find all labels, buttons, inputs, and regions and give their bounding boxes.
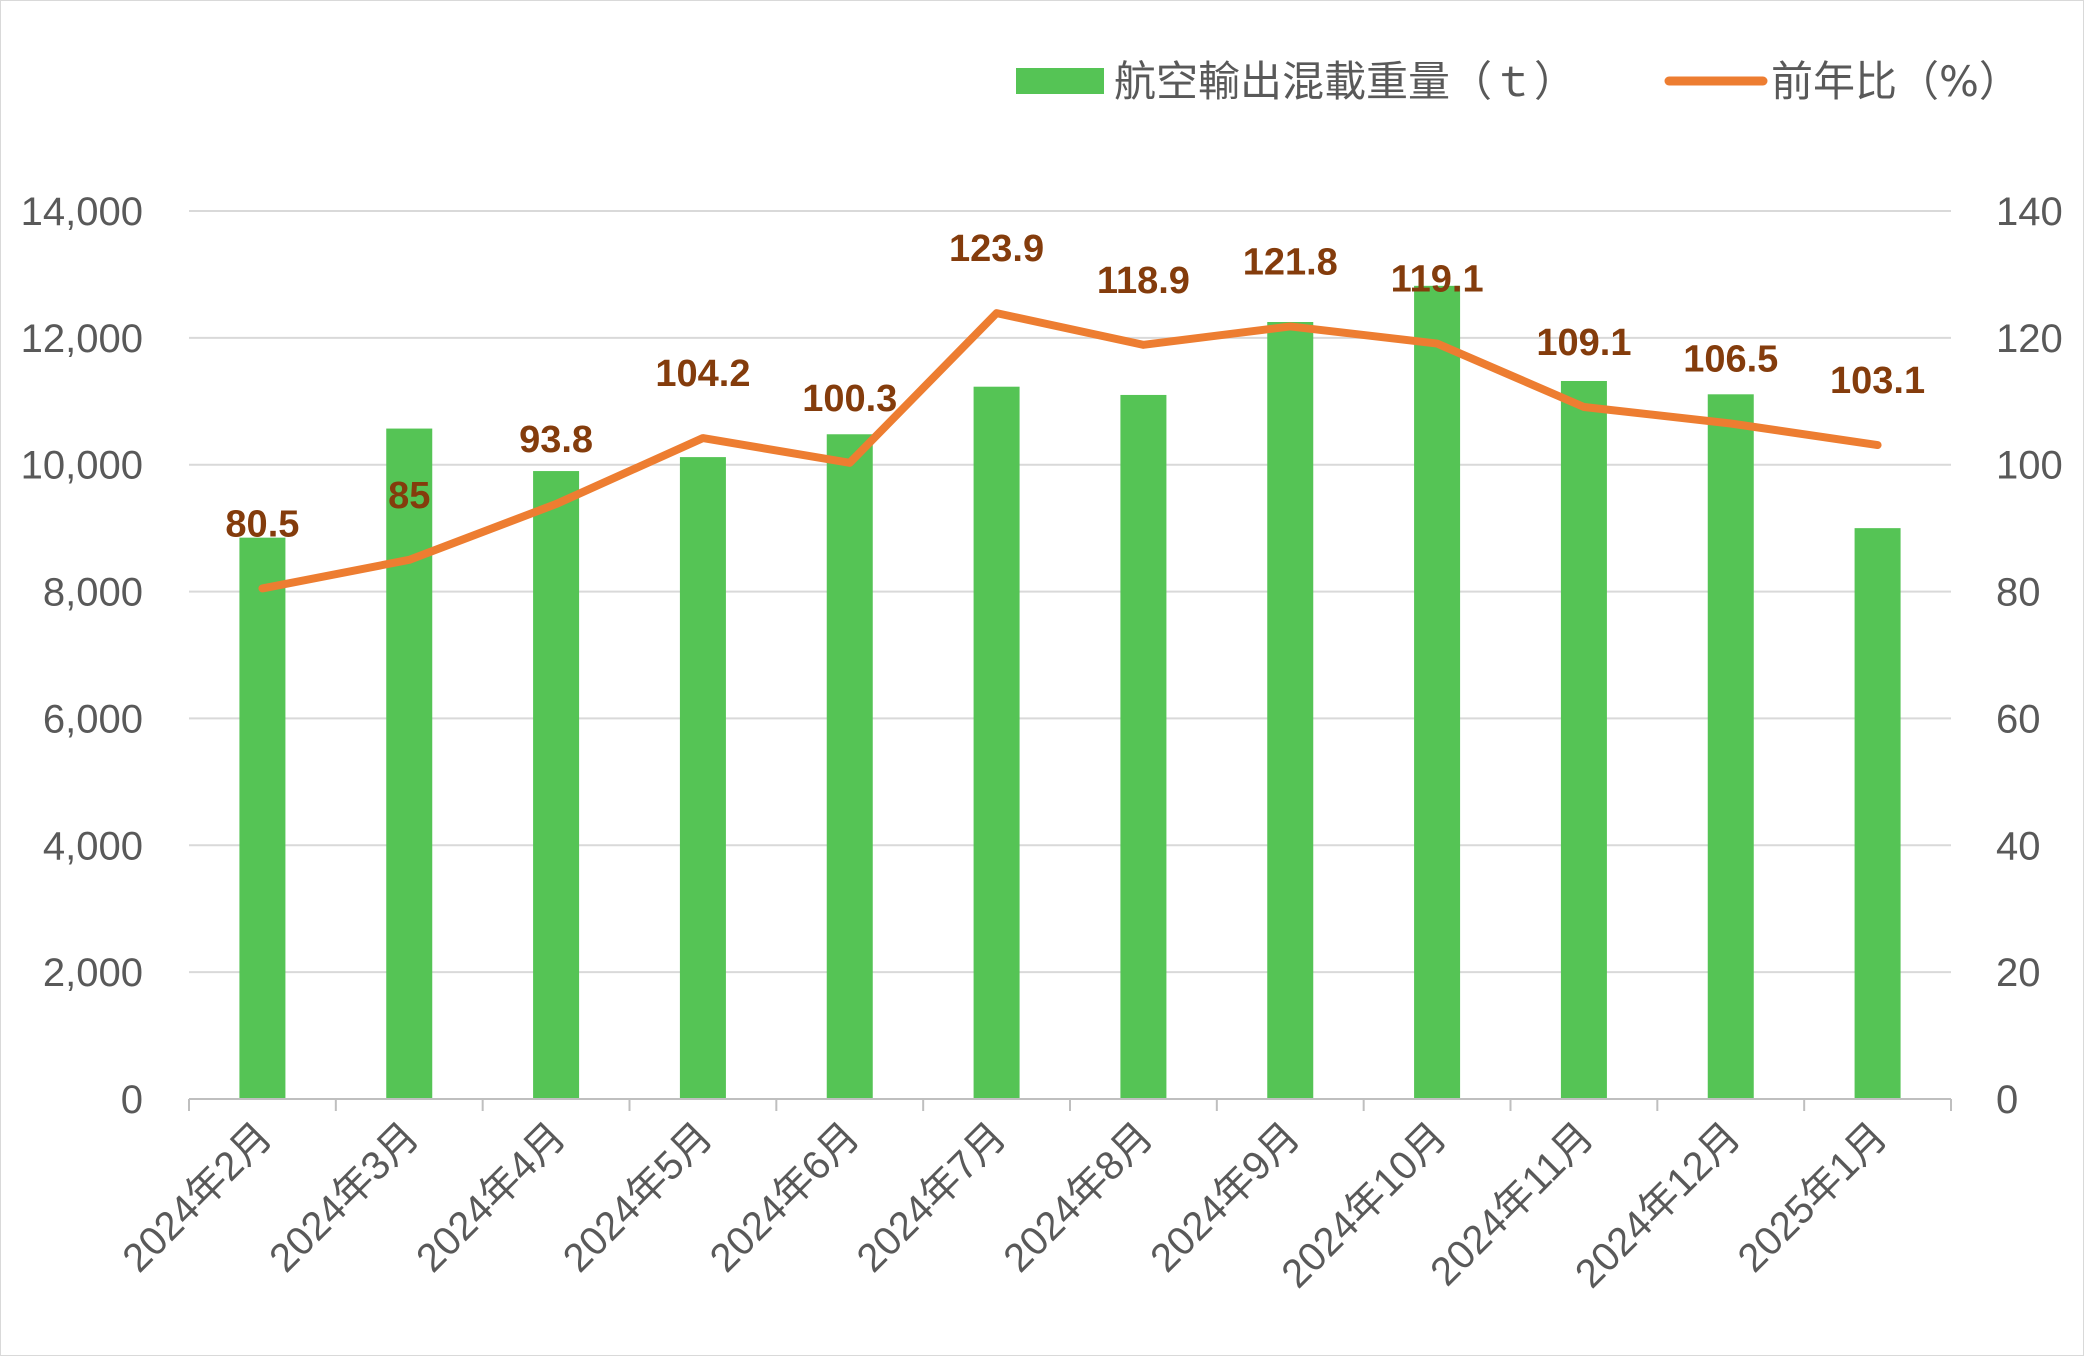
data-label: 100.3 xyxy=(802,378,897,420)
line-point xyxy=(406,556,413,563)
data-label: 123.9 xyxy=(949,228,1044,270)
data-label: 80.5 xyxy=(225,503,299,545)
y-left-tick-label: 10,000 xyxy=(21,444,143,488)
line-point xyxy=(993,310,1000,317)
y-left-tick-label: 2,000 xyxy=(43,951,143,995)
x-tick-label: 2024年6月 xyxy=(702,1114,868,1280)
bar xyxy=(1120,394,1167,1099)
line-point xyxy=(1580,403,1587,410)
bar xyxy=(1707,394,1754,1099)
data-label: 109.1 xyxy=(1536,322,1631,364)
data-label: 121.8 xyxy=(1243,241,1338,283)
line-point xyxy=(699,435,706,442)
data-label: 106.5 xyxy=(1683,338,1778,380)
x-tick-label: 2024年7月 xyxy=(849,1114,1015,1280)
bar xyxy=(1560,380,1607,1099)
y-left-tick-label: 0 xyxy=(121,1078,143,1122)
line-point xyxy=(1727,420,1734,427)
gridlines xyxy=(189,210,1951,974)
data-label: 119.1 xyxy=(1391,259,1484,301)
y-right-tick-label: 120 xyxy=(1996,317,2063,361)
y-right-tick-label: 80 xyxy=(1996,571,2041,615)
bar xyxy=(386,428,433,1099)
data-label: 118.9 xyxy=(1097,260,1190,302)
y-right-tick-label: 60 xyxy=(1996,697,2041,741)
x-tick-label: 2025年1月 xyxy=(1730,1114,1896,1280)
bar-series xyxy=(239,285,1901,1100)
y-left-tick-label: 14,000 xyxy=(21,190,143,234)
bar xyxy=(1854,528,1901,1099)
bar xyxy=(1267,322,1314,1099)
x-tick-label: 2024年8月 xyxy=(995,1114,1161,1280)
x-tick-label: 2024年3月 xyxy=(261,1114,427,1280)
y-right-tick-label: 0 xyxy=(1996,1078,2018,1122)
x-tick-label: 2024年2月 xyxy=(114,1114,280,1280)
y-right-tick-label: 140 xyxy=(1996,190,2063,234)
y-left-tick-label: 12,000 xyxy=(21,317,143,361)
bar xyxy=(973,386,1020,1099)
bar xyxy=(239,537,286,1099)
y-left-tick-label: 4,000 xyxy=(43,824,143,868)
line-point xyxy=(259,585,266,592)
data-labels: 80.5 85 93.8 104.2 100.3 123.9 118.9 121.8 119.1… xyxy=(225,228,1925,545)
bar xyxy=(533,471,580,1099)
legend: 航空輸出混載重量（ｔ） 前年比（%） xyxy=(1016,57,2021,106)
y-left-tick-label: 8,000 xyxy=(43,571,143,615)
line-point xyxy=(1287,323,1294,330)
line-point xyxy=(846,459,853,466)
y-right-tick-label: 20 xyxy=(1996,951,2041,995)
legend-swatch-bar xyxy=(1016,68,1104,94)
data-label: 103.1 xyxy=(1830,360,1925,402)
data-label: 104.2 xyxy=(655,353,750,395)
line-point xyxy=(1874,442,1881,449)
x-tick-label: 2024年4月 xyxy=(408,1114,574,1280)
legend-label-line: 前年比（%） xyxy=(1771,57,2021,106)
data-label: 93.8 xyxy=(519,419,593,461)
line-point xyxy=(1434,340,1441,347)
bar xyxy=(1414,285,1461,1099)
bar xyxy=(826,434,873,1100)
line-point xyxy=(1140,341,1147,348)
data-label: 85 xyxy=(388,475,430,517)
y-right-tick-label: 40 xyxy=(1996,824,2041,868)
x-tick-label: 2024年5月 xyxy=(555,1114,721,1280)
legend-label-bar: 航空輸出混載重量（ｔ） xyxy=(1114,57,1576,106)
bar xyxy=(679,457,726,1099)
y-right-tick-label: 100 xyxy=(1996,444,2063,488)
line-series xyxy=(258,309,1882,593)
y-left-tick-label: 6,000 xyxy=(43,697,143,741)
line-point xyxy=(553,501,560,508)
line-path xyxy=(258,309,1882,593)
